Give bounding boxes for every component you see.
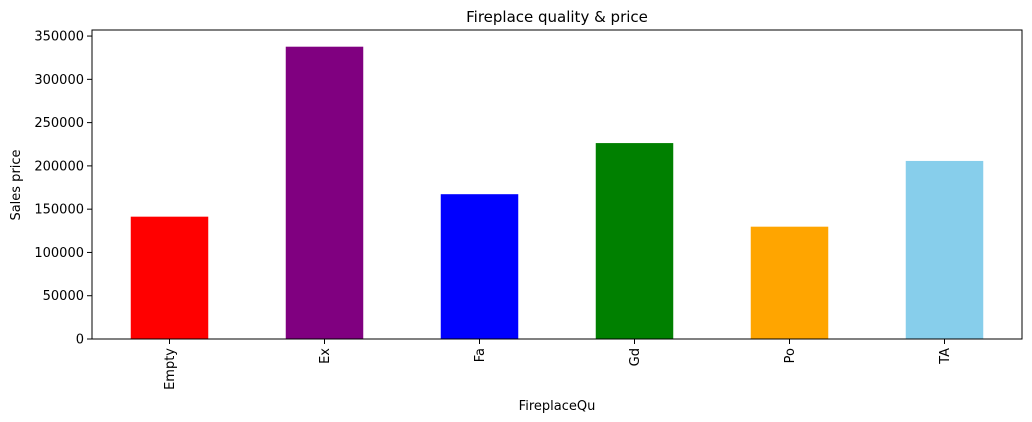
y-tick-label: 300000 (34, 73, 84, 88)
plot-frame (91, 29, 1023, 340)
bar-fa (440, 194, 519, 339)
x-axis-title: FireplaceQu (519, 399, 596, 414)
y-axis: 0 50000 100000 150000 200000 250000 300000 3500… (34, 30, 92, 348)
y-tick-label: 0 (76, 333, 84, 348)
bar-ex (285, 46, 364, 340)
bar-po (750, 226, 829, 339)
y-tick-label: 50000 (43, 289, 84, 304)
y-tick-label: 100000 (34, 246, 84, 261)
bar-empty (130, 216, 209, 339)
x-tick-label: Fa (473, 348, 488, 362)
x-tick-label: Empty (163, 348, 178, 390)
bar-gd (595, 143, 674, 339)
bars-group (130, 46, 984, 340)
x-axis: Empty Ex Fa Gd Po TA (163, 339, 953, 390)
x-tick-label: Po (783, 348, 798, 363)
y-tick-label: 250000 (34, 116, 84, 131)
x-tick-label: Ex (318, 348, 333, 364)
y-axis-title: Sales price (9, 149, 24, 220)
x-tick-label: TA (938, 348, 953, 365)
x-tick-label: Gd (628, 348, 643, 366)
y-tick-label: 150000 (34, 203, 84, 218)
y-tick-label: 200000 (34, 159, 84, 174)
chart-title: Fireplace quality & price (466, 8, 648, 26)
y-tick-label: 350000 (34, 30, 84, 45)
bar-ta (905, 160, 984, 339)
